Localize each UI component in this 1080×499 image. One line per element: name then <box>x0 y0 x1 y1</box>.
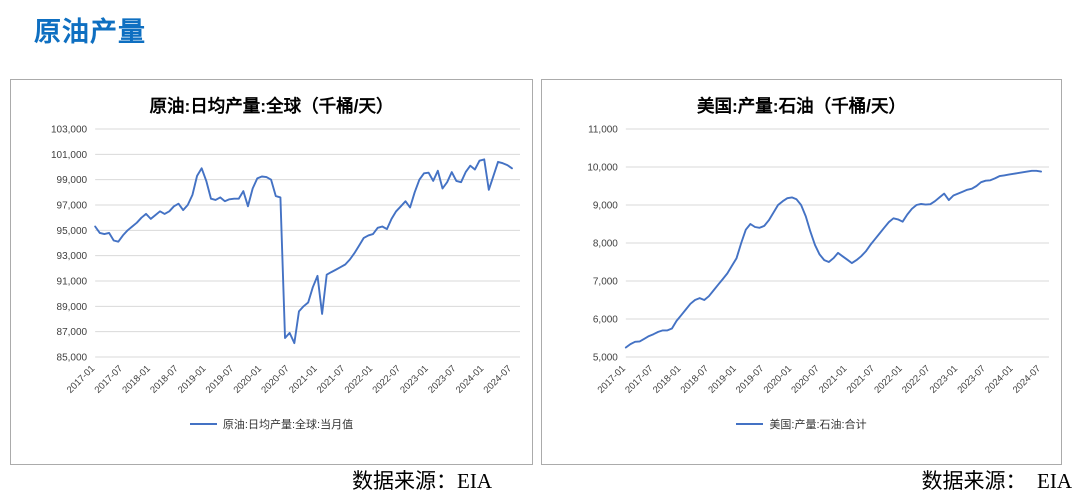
x-tick-label: 2024-07 <box>482 363 514 395</box>
page-title: 原油产量 <box>34 17 146 47</box>
x-tick-label: 2022-01 <box>872 363 904 395</box>
series-line <box>624 169 1042 349</box>
x-axis-tick-labels: 2017-012017-072018-012018-072019-012019-… <box>65 363 514 395</box>
x-tick-label: 2022-07 <box>900 363 932 395</box>
y-tick-label: 91,000 <box>57 277 88 288</box>
x-tick-label: 2023-01 <box>928 363 960 395</box>
chart-title-us: 美国:产量:石油（千桶/天） <box>696 96 907 116</box>
x-tick-label: 2018-01 <box>120 363 152 395</box>
y-tick-label: 99,000 <box>57 175 88 186</box>
x-tick-label: 2018-07 <box>148 363 180 395</box>
x-tick-label: 2018-07 <box>679 363 711 395</box>
y-tick-label: 6,000 <box>593 314 618 325</box>
x-tick-label: 2021-07 <box>315 363 347 395</box>
x-tick-label: 2020-01 <box>762 363 794 395</box>
x-tick-label: 2024-07 <box>1011 363 1043 395</box>
x-tick-label: 2017-07 <box>93 363 125 395</box>
chart-panel-global: 原油:日均产量:全球（千桶/天） 85,000 87,000 89,000 91,00… <box>10 79 533 465</box>
chart-title-global: 原油:日均产量:全球（千桶/天） <box>149 96 394 116</box>
x-tick-label: 2024-01 <box>454 363 486 395</box>
data-source-label-right: 数据来源： EIA <box>921 469 1073 493</box>
y-tick-label: 11,000 <box>588 124 618 135</box>
data-source-label-left: 数据来源：EIA <box>352 469 492 493</box>
x-tick-label: 2017-01 <box>65 363 97 395</box>
x-tick-label: 2020-01 <box>232 363 264 395</box>
y-gridlines <box>625 128 1050 358</box>
y-tick-label: 97,000 <box>57 201 88 212</box>
x-tick-label: 2020-07 <box>789 363 821 395</box>
legend-line-marker <box>736 423 764 425</box>
y-gridlines <box>95 128 520 358</box>
x-axis-tick-labels: 2017-012017-072018-012018-072019-012019-… <box>596 363 1044 395</box>
x-tick-label: 2019-01 <box>706 363 738 395</box>
y-tick-label: 95,000 <box>57 226 88 237</box>
legend-global: 原油:日均产量:全球:当月值 <box>11 415 532 433</box>
x-tick-label: 2021-01 <box>287 363 319 395</box>
legend-line-marker <box>189 423 217 425</box>
x-tick-label: 2018-01 <box>651 363 683 395</box>
legend-us: 美国:产量:石油:合计 <box>542 415 1061 433</box>
legend-label-global: 原油:日均产量:全球:当月值 <box>222 419 354 431</box>
x-tick-label: 2017-07 <box>623 363 655 395</box>
y-tick-label: 5,000 <box>593 352 618 363</box>
legend-label-us: 美国:产量:石油:合计 <box>769 419 867 431</box>
y-tick-label: 85,000 <box>57 353 88 364</box>
y-tick-label: 103,000 <box>51 125 88 136</box>
y-tick-label: 10,000 <box>587 162 618 173</box>
y-tick-label: 7,000 <box>593 276 618 287</box>
x-tick-label: 2019-01 <box>176 363 208 395</box>
x-tick-label: 2023-01 <box>398 363 430 395</box>
x-tick-label: 2017-01 <box>596 363 628 395</box>
chart-canvas-global: 85,000 87,000 89,000 91,000 93,000 95,000 97,0… <box>51 125 520 396</box>
x-tick-label: 2024-01 <box>983 363 1015 395</box>
y-tick-label: 9,000 <box>593 200 618 211</box>
y-axis-tick-labels: 85,000 87,000 89,000 91,000 93,000 95,000 97,0… <box>51 125 88 364</box>
y-tick-label: 87,000 <box>57 327 88 338</box>
chart-panel-us: 美国:产量:石油（千桶/天） 5,000 6,000 7,000 8,000 9,000… <box>541 79 1062 465</box>
x-tick-label: 2023-07 <box>426 363 458 395</box>
series-line <box>94 158 513 345</box>
y-tick-label: 93,000 <box>57 251 88 262</box>
x-tick-label: 2019-07 <box>204 363 236 395</box>
x-tick-label: 2019-07 <box>734 363 766 395</box>
x-tick-label: 2021-07 <box>845 363 877 395</box>
y-tick-label: 89,000 <box>57 302 88 313</box>
x-tick-label: 2023-07 <box>955 363 987 395</box>
x-tick-label: 2020-07 <box>259 363 291 395</box>
x-tick-label: 2022-01 <box>343 363 375 395</box>
y-tick-label: 8,000 <box>593 238 618 249</box>
x-tick-label: 2022-07 <box>370 363 402 395</box>
x-tick-label: 2021-01 <box>817 363 849 395</box>
y-tick-label: 101,000 <box>51 150 88 161</box>
y-axis-tick-labels: 5,000 6,000 7,000 8,000 9,000 10,000 11,000 <box>587 124 618 363</box>
chart-canvas-us: 5,000 6,000 7,000 8,000 9,000 10,000 11,000 201… <box>587 124 1050 396</box>
